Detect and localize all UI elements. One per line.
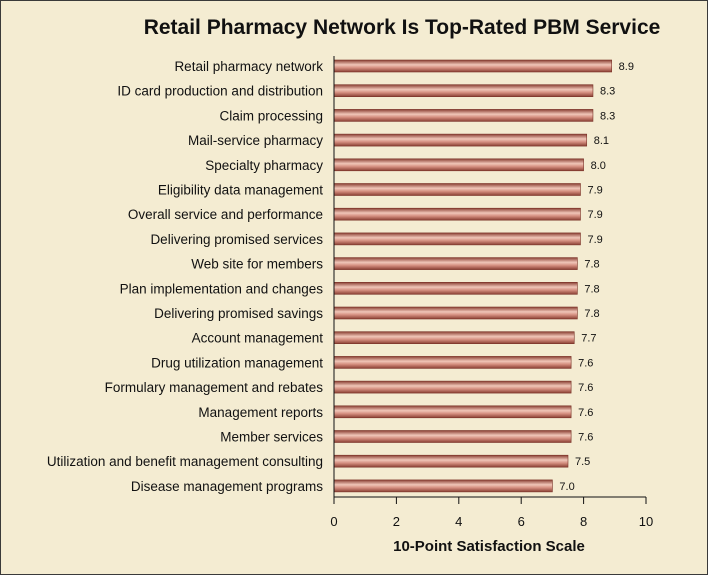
- bar: [333, 207, 581, 221]
- value-label: 7.9: [587, 234, 602, 246]
- value-label: 8.3: [600, 86, 615, 98]
- category-label: Delivering promised services: [150, 232, 323, 247]
- category-label: Member services: [220, 430, 323, 445]
- value-label: 8.0: [591, 160, 606, 172]
- bar: [333, 331, 575, 345]
- value-label: 7.6: [578, 407, 593, 419]
- bar: [333, 479, 553, 493]
- chart-title: Retail Pharmacy Network Is Top-Rated PBM…: [143, 16, 661, 39]
- x-tick-label: 8: [580, 514, 587, 529]
- bar: [333, 430, 572, 443]
- category-label: Management reports: [198, 405, 323, 420]
- bar: [333, 133, 588, 147]
- bar: [333, 405, 572, 419]
- category-label: Disease management programs: [131, 479, 323, 494]
- x-tick-label: 10: [639, 514, 653, 529]
- x-tick-label: 0: [330, 514, 337, 529]
- bar-series: Retail pharmacy network 8.9 ID card produc…: [47, 59, 634, 494]
- value-label: 7.6: [578, 432, 593, 444]
- x-axis: 0 2 4 6 8 10: [330, 56, 653, 529]
- bar: [333, 257, 578, 270]
- value-label: 7.0: [559, 481, 574, 493]
- value-label: 7.9: [587, 209, 602, 221]
- category-label: Overall service and performance: [128, 207, 323, 222]
- category-label: Claim processing: [219, 108, 323, 123]
- category-label: Drug utilization management: [151, 355, 323, 370]
- category-label: Account management: [192, 331, 324, 346]
- bar: [333, 380, 572, 394]
- category-label: Utilization and benefit management consu…: [47, 454, 323, 469]
- value-label: 7.8: [584, 308, 599, 320]
- bar: [333, 232, 581, 246]
- value-label: 8.3: [600, 110, 615, 122]
- value-label: 7.8: [584, 283, 599, 295]
- category-label: Web site for members: [191, 257, 323, 272]
- value-label: 7.6: [578, 382, 593, 394]
- bar: [333, 454, 569, 468]
- bar: [333, 84, 594, 97]
- category-label: Specialty pharmacy: [205, 158, 323, 173]
- value-label: 7.6: [578, 357, 593, 369]
- value-label: 7.5: [575, 456, 590, 468]
- category-label: ID card production and distribution: [117, 84, 323, 99]
- value-label: 7.7: [581, 333, 596, 345]
- value-label: 7.8: [584, 259, 599, 271]
- category-label: Mail-service pharmacy: [188, 133, 323, 148]
- value-label: 7.9: [587, 185, 602, 197]
- bar: [333, 158, 584, 172]
- x-tick-label: 6: [518, 514, 525, 529]
- bar: [333, 59, 612, 73]
- x-axis-title: 10-Point Satisfaction Scale: [393, 538, 585, 555]
- bar: [333, 109, 594, 122]
- value-label: 8.1: [594, 135, 609, 147]
- category-label: Eligibility data management: [158, 183, 323, 198]
- bar: [333, 306, 578, 320]
- category-label: Plan implementation and changes: [120, 281, 324, 296]
- value-label: 8.9: [619, 61, 634, 73]
- category-label: Retail pharmacy network: [174, 59, 323, 74]
- bar: [333, 281, 578, 295]
- x-tick-label: 4: [455, 514, 462, 529]
- category-label: Formulary management and rebates: [105, 380, 324, 395]
- bar: [333, 356, 572, 369]
- x-tick-label: 2: [393, 514, 400, 529]
- bar: [333, 183, 581, 196]
- category-label: Delivering promised savings: [154, 306, 323, 321]
